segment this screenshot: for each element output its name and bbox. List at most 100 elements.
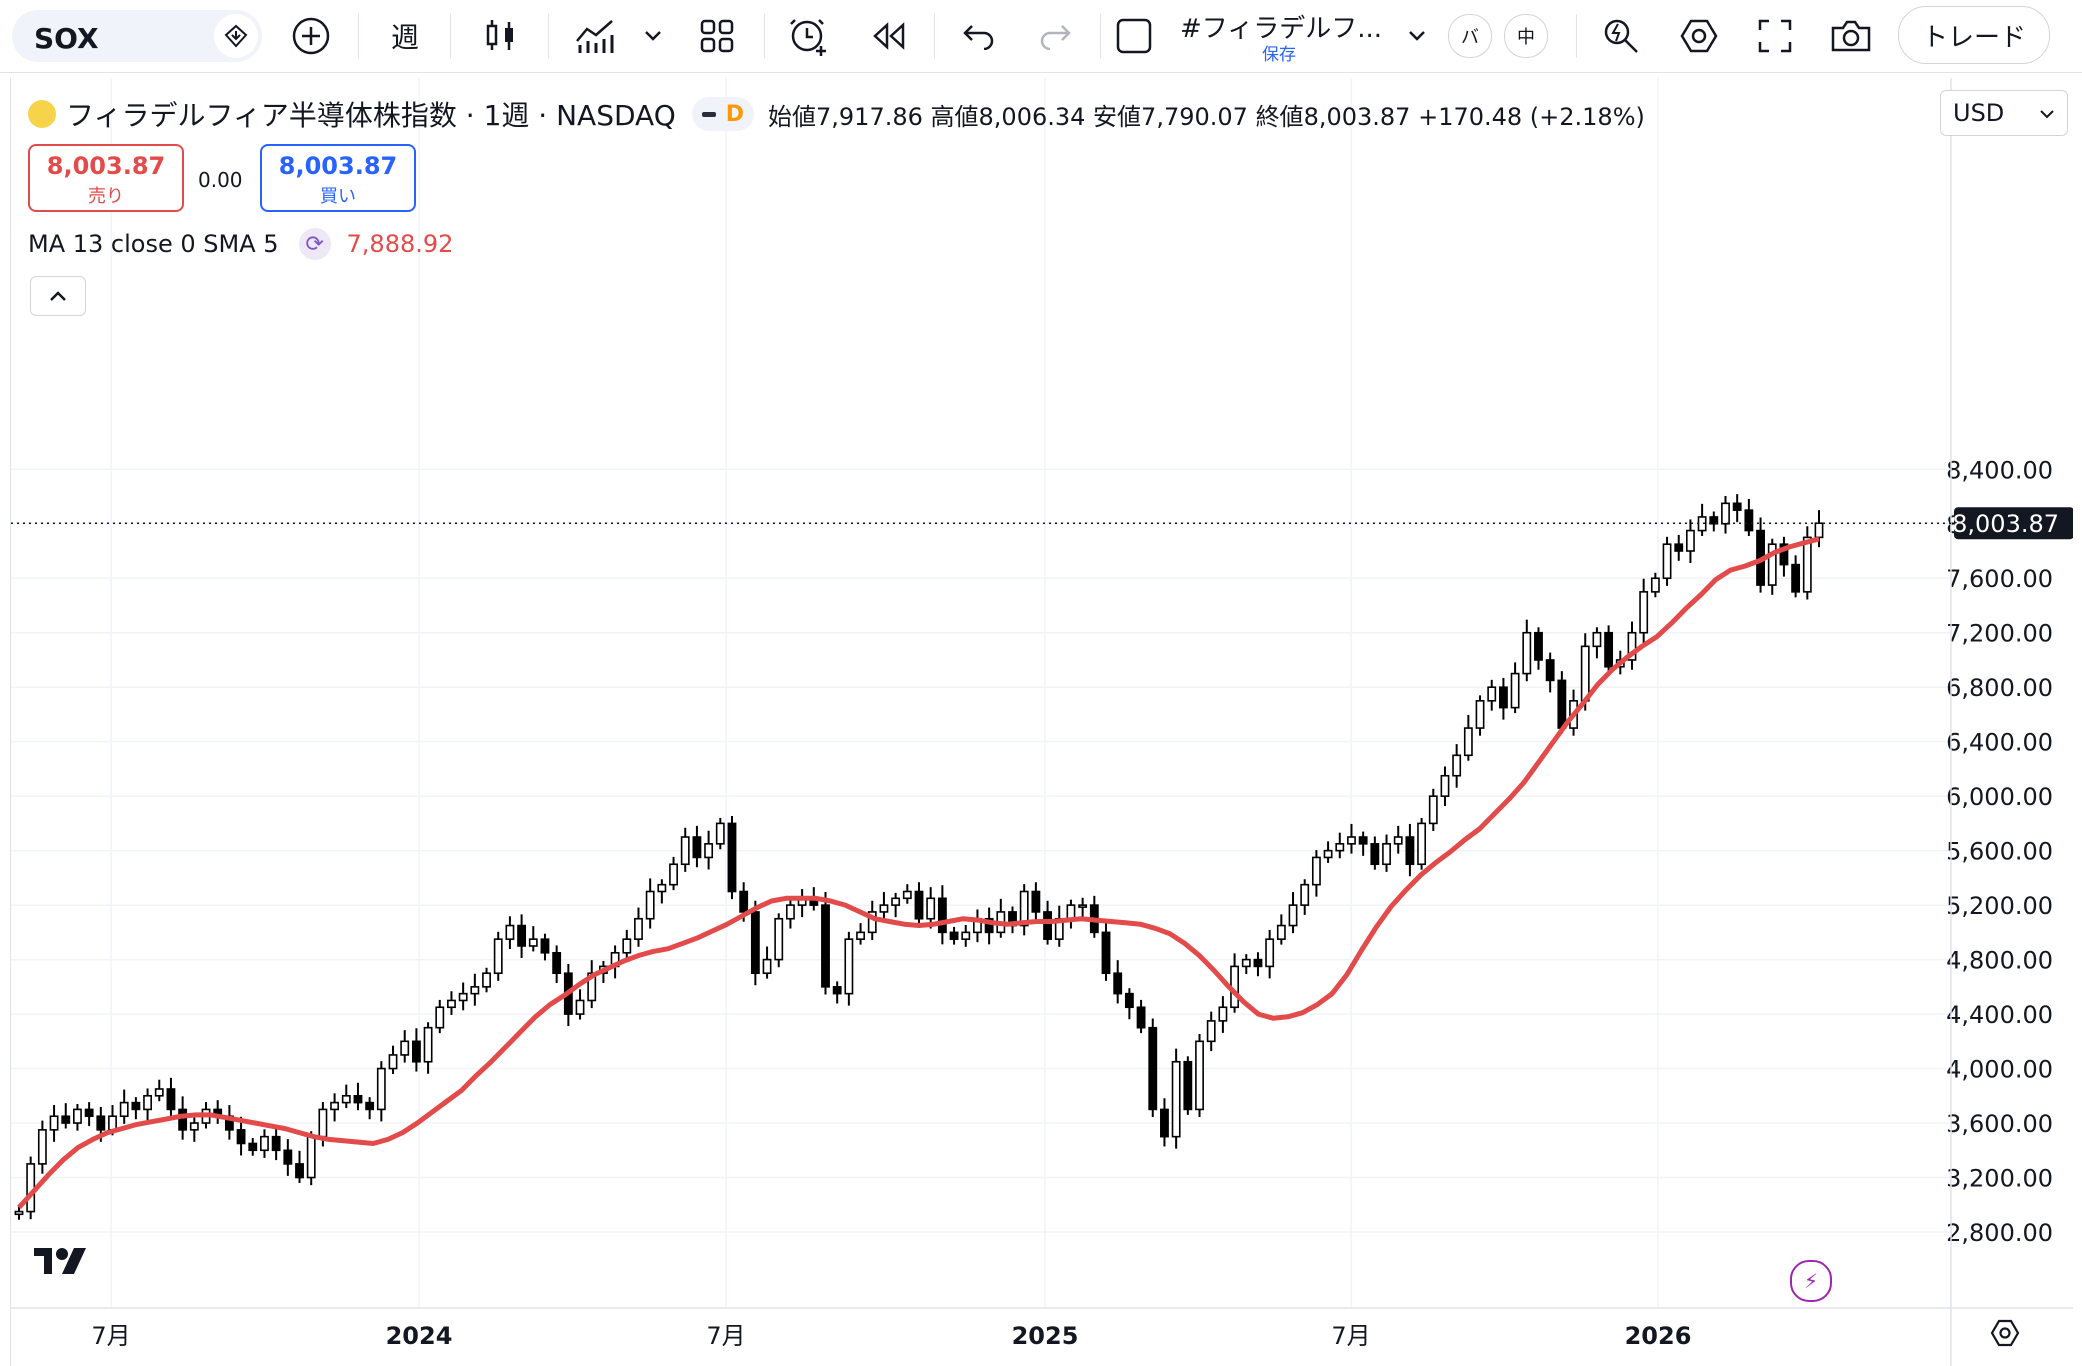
candle-body bbox=[1195, 1040, 1204, 1111]
price-chart[interactable]: 2,800.00 3,200.00 3,600.00 4,000.00 4,400.00… bbox=[11, 78, 2073, 1366]
chart-legend: フィラデルフィア半導体株指数 · 1週 · NASDAQ D 始値7,917.8… bbox=[28, 94, 1645, 134]
candle-body bbox=[1358, 836, 1368, 845]
candle-body bbox=[1393, 836, 1403, 845]
templates-icon[interactable] bbox=[694, 10, 740, 62]
candle-body bbox=[96, 1115, 106, 1131]
camera-icon[interactable] bbox=[1826, 10, 1876, 62]
sell-button[interactable]: 8,003.87 売り bbox=[28, 144, 184, 212]
candle-body bbox=[400, 1040, 410, 1056]
candle-body bbox=[365, 1101, 375, 1111]
candle-body bbox=[704, 843, 714, 859]
high-value: 8,006.34 bbox=[978, 102, 1086, 131]
candle-body bbox=[1171, 1060, 1181, 1138]
alert-clock-icon[interactable] bbox=[784, 10, 834, 62]
candle-body bbox=[470, 986, 480, 995]
divider bbox=[548, 14, 549, 58]
ma-indicator-label: MA 13 close 0 SMA 5 bbox=[28, 230, 279, 258]
divider bbox=[1100, 14, 1101, 58]
axis-settings-icon[interactable] bbox=[1990, 1318, 2020, 1356]
currency-select[interactable]: USD bbox=[1940, 90, 2068, 136]
candle-body bbox=[14, 1210, 24, 1216]
candle-body bbox=[926, 897, 936, 920]
fullscreen-icon[interactable] bbox=[1752, 10, 1798, 62]
candle-body bbox=[1475, 700, 1485, 729]
x-tick-label: 7月 bbox=[706, 1322, 745, 1350]
candle-body bbox=[1721, 502, 1730, 525]
y-tick-label: 4,000.00 bbox=[1946, 1056, 2053, 1084]
candle-body bbox=[914, 890, 924, 920]
candle-body bbox=[891, 897, 901, 906]
symbol-search[interactable]: SOX bbox=[12, 10, 262, 62]
undo-icon[interactable] bbox=[956, 10, 1002, 62]
settings-icon[interactable] bbox=[1676, 10, 1722, 62]
low-value: 7,790.07 bbox=[1141, 102, 1248, 131]
ma-indicator-legend[interactable]: MA 13 close 0 SMA 5 ⟳ 7,888.92 bbox=[28, 228, 453, 260]
candle-body bbox=[166, 1088, 176, 1111]
y-tick-label: 4,400.00 bbox=[1946, 1001, 2053, 1029]
y-tick-label: 6,400.00 bbox=[1946, 729, 2053, 757]
candle-body bbox=[143, 1094, 152, 1111]
y-tick-label: 5,600.00 bbox=[1946, 838, 2053, 866]
candle-body bbox=[411, 1040, 421, 1063]
interval-button[interactable]: 週 bbox=[390, 21, 419, 54]
chart-pane[interactable]: 2,800.00 3,200.00 3,600.00 4,000.00 4,400.00… bbox=[10, 78, 2073, 1366]
candles-icon[interactable] bbox=[478, 10, 524, 62]
x-tick-label: 2025 bbox=[1012, 1322, 1079, 1350]
candle-body bbox=[1078, 904, 1088, 908]
candle-body bbox=[1113, 972, 1123, 995]
y-tick-label: 2,800.00 bbox=[1946, 1219, 2053, 1247]
candle-body bbox=[1183, 1060, 1193, 1111]
candle-body bbox=[1288, 904, 1298, 927]
candle-body bbox=[61, 1115, 71, 1124]
layout-square-icon[interactable] bbox=[1112, 10, 1156, 62]
series-title[interactable]: フィラデルフィア半導体株指数 · 1週 · NASDAQ bbox=[66, 99, 676, 132]
candle-body bbox=[750, 911, 760, 975]
replay-icon[interactable] bbox=[864, 10, 914, 62]
market-status[interactable]: D bbox=[691, 97, 755, 131]
candle-body bbox=[283, 1149, 293, 1165]
layout-chevron-down-icon[interactable] bbox=[1402, 10, 1432, 62]
layout-name[interactable]: #フィラデルフ... bbox=[1180, 14, 1383, 44]
candle-body bbox=[984, 917, 994, 934]
candle-body bbox=[1779, 543, 1789, 566]
y-tick-label: 8,400.00 bbox=[1946, 456, 2053, 484]
currency-value: USD bbox=[1953, 99, 2005, 127]
last-price-tag bbox=[1954, 507, 2073, 540]
tradingview-logo-icon[interactable] bbox=[32, 1244, 96, 1287]
candle-body bbox=[1534, 631, 1543, 661]
candle-body bbox=[236, 1129, 246, 1145]
candle-body bbox=[1160, 1108, 1169, 1138]
x-tick-label: 2026 bbox=[1625, 1322, 1692, 1350]
collapse-legend-button[interactable] bbox=[30, 276, 86, 316]
mid-button[interactable]: 中 bbox=[1504, 14, 1548, 58]
bar-button[interactable]: バ bbox=[1448, 14, 1492, 58]
lightning-icon[interactable]: ⚡ bbox=[1790, 1260, 1832, 1302]
compare-symbol-icon[interactable] bbox=[214, 14, 258, 58]
indicators-icon[interactable] bbox=[570, 10, 620, 62]
buy-button[interactable]: 8,003.87 買い bbox=[260, 144, 416, 212]
last-price-label: 8,003.87 bbox=[1952, 510, 2059, 538]
candle-body bbox=[318, 1108, 328, 1138]
chevron-down-icon[interactable] bbox=[638, 10, 668, 62]
candle-body bbox=[540, 938, 550, 954]
candle-body bbox=[1206, 1020, 1216, 1043]
candle-body bbox=[1148, 1026, 1158, 1111]
quick-search-icon[interactable] bbox=[1598, 10, 1644, 62]
candle-body bbox=[645, 890, 655, 920]
buy-price: 8,003.87 bbox=[278, 152, 398, 180]
close-value: 8,003.87 bbox=[1303, 102, 1411, 131]
symbol-label: SOX bbox=[34, 22, 99, 55]
low-label: 安値 bbox=[1093, 102, 1142, 131]
candle-body bbox=[692, 836, 702, 859]
redo-icon[interactable] bbox=[1032, 10, 1078, 62]
candle-body bbox=[669, 863, 678, 886]
chevron-down-icon bbox=[2039, 103, 2055, 124]
spread-value: 0.00 bbox=[198, 168, 243, 192]
chevron-up-icon bbox=[50, 291, 66, 301]
add-symbol-button[interactable] bbox=[288, 10, 334, 62]
sell-label: 売り bbox=[88, 186, 124, 207]
candle-body bbox=[1498, 686, 1508, 709]
trade-button[interactable]: トレード bbox=[1898, 6, 2050, 64]
candle-body bbox=[587, 972, 597, 1002]
candle-body bbox=[423, 1026, 433, 1063]
